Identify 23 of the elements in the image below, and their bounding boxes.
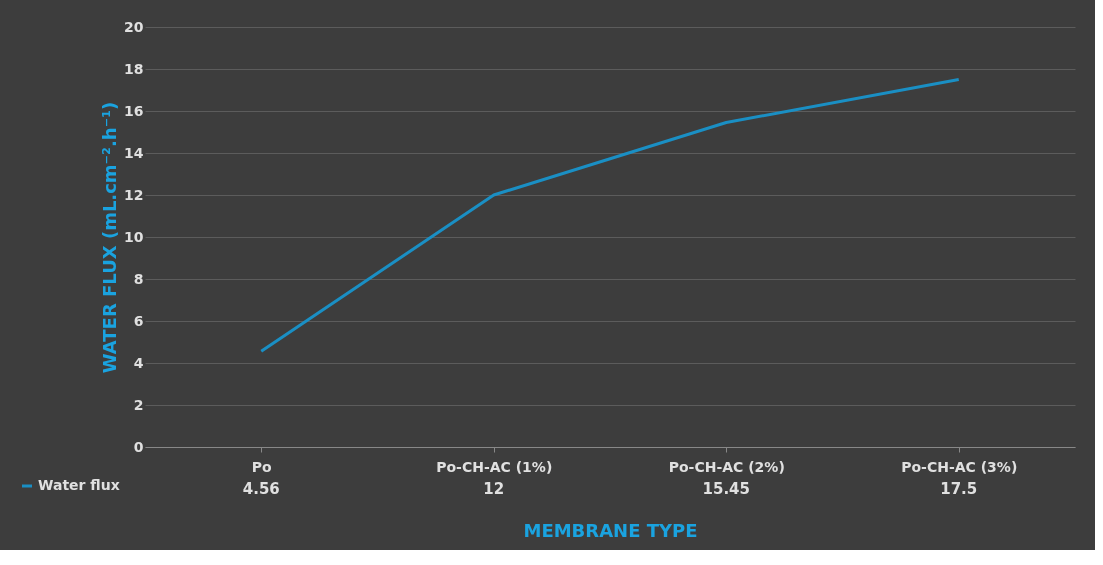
y-tick-label: 16 bbox=[124, 102, 144, 119]
y-tick-label: 14 bbox=[124, 144, 144, 161]
y-tick-label: 18 bbox=[124, 60, 144, 77]
data-label: 4.56 bbox=[242, 480, 280, 498]
data-label: 12 bbox=[483, 480, 505, 498]
y-tick-label: 10 bbox=[124, 228, 144, 245]
x-tick-label: Po-CH-AC (3%) bbox=[901, 458, 1018, 475]
data-label: 15.45 bbox=[702, 480, 750, 498]
y-tick-label: 20 bbox=[124, 18, 144, 35]
y-axis-title: WATER FLUX (mL.cm⁻².h⁻¹) bbox=[99, 101, 121, 374]
y-tick-label: 4 bbox=[133, 354, 144, 371]
x-axis-title: MEMBRANE TYPE bbox=[523, 519, 698, 541]
data-label: 17.5 bbox=[940, 480, 978, 498]
y-tick-label: 2 bbox=[133, 396, 144, 413]
x-tick-label: Po bbox=[251, 458, 273, 475]
legend-label: Water flux bbox=[38, 477, 120, 493]
line-series bbox=[259, 78, 961, 353]
x-tick-label: Po-CH-AC (2%) bbox=[668, 458, 785, 475]
y-tick-label: 8 bbox=[133, 270, 144, 287]
y-tick-label: 6 bbox=[133, 312, 144, 329]
y-tick-label: 0 bbox=[133, 438, 144, 455]
y-tick-label: 12 bbox=[124, 186, 144, 203]
x-tick-label: Po-CH-AC (1%) bbox=[436, 458, 553, 475]
